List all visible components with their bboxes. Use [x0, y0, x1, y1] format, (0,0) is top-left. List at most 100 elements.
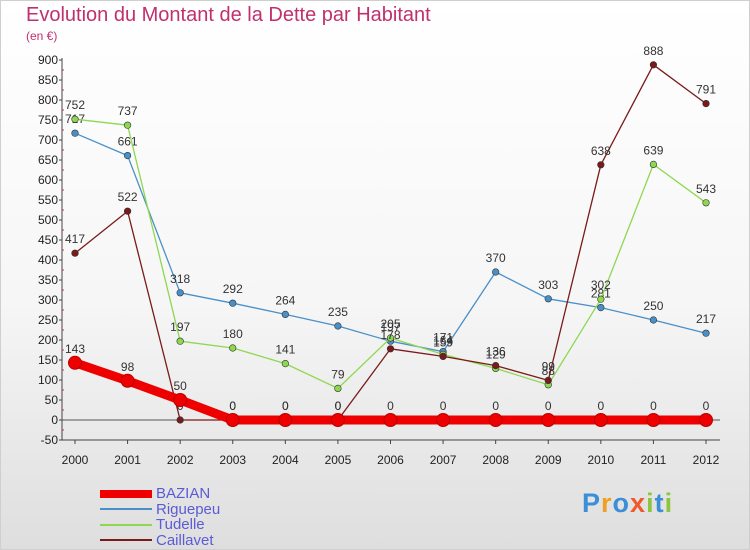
data-label-bazian: 0: [335, 399, 342, 413]
data-label-tudelle: 302: [591, 278, 611, 292]
y-tick-label: 550: [38, 193, 58, 207]
data-point-bazian: [68, 355, 82, 370]
data-label-tudelle: 164: [433, 333, 453, 347]
data-point-tudelle: [123, 121, 132, 129]
data-point-caillavet: [649, 61, 658, 69]
data-label-bazian: 0: [492, 399, 499, 413]
data-point-bazian: [330, 413, 345, 427]
y-tick-label: 650: [38, 153, 58, 167]
y-tick-label: 700: [38, 133, 58, 147]
data-label-bazian: 98: [121, 360, 135, 374]
data-point-bazian: [646, 413, 661, 427]
data-point-tudelle: [649, 160, 658, 168]
logo-letter: i: [646, 488, 655, 518]
data-label-tudelle: 639: [643, 143, 663, 157]
data-point-bazian: [488, 413, 503, 427]
data-label-tudelle: 737: [118, 104, 138, 118]
logo-letter: t: [654, 488, 665, 518]
legend-swatch: [100, 508, 152, 511]
data-label-tudelle: 79: [331, 367, 345, 381]
x-tick-label: 2007: [430, 453, 457, 467]
data-label-caillavet: 791: [696, 83, 716, 97]
legend-label: Caillavet: [156, 531, 214, 549]
logo-letter: P: [582, 488, 602, 518]
data-label-riguepeu: 217: [696, 312, 716, 326]
y-tick-label: -50: [41, 433, 59, 447]
data-label-tudelle: 129: [486, 347, 506, 361]
y-tick-label: 50: [45, 393, 59, 407]
legend-swatch: [100, 539, 152, 542]
data-label-caillavet: 99: [542, 359, 556, 373]
legend-item-riguepeu: Riguepeu: [100, 502, 220, 518]
proxiti-logo: Proxiti: [582, 488, 673, 519]
y-tick-label: 400: [38, 253, 58, 267]
data-point-riguepeu: [229, 299, 237, 307]
data-point-bazian: [541, 413, 556, 427]
data-label-tudelle: 141: [275, 343, 295, 357]
data-point-bazian: [436, 413, 451, 427]
data-label-caillavet: 0: [335, 399, 342, 413]
data-point-tudelle: [71, 115, 79, 123]
y-tick-label: 100: [38, 373, 58, 387]
data-point-riguepeu: [492, 268, 500, 276]
logo-letter: x: [630, 488, 647, 518]
data-label-caillavet: 0: [282, 399, 289, 413]
y-tick-label: 0: [51, 413, 58, 427]
data-label-tudelle: 543: [696, 182, 716, 196]
data-label-riguepeu: 171: [433, 331, 453, 345]
y-tick-label: 900: [38, 53, 58, 67]
data-label-riguepeu: 264: [275, 293, 295, 307]
data-label-bazian: 0: [229, 399, 236, 413]
data-point-riguepeu: [597, 304, 605, 312]
chart-title: Evolution du Montant de la Dette par Hab…: [26, 4, 431, 26]
data-point-riguepeu: [544, 295, 552, 303]
data-label-caillavet: 178: [380, 328, 400, 342]
data-point-riguepeu: [176, 289, 184, 297]
y-tick-label: 800: [38, 93, 58, 107]
data-point-bazian: [593, 413, 608, 427]
legend-swatch: [100, 523, 152, 526]
y-tick-label: 600: [38, 173, 58, 187]
logo-letter: r: [601, 488, 613, 518]
data-point-caillavet: [123, 207, 132, 215]
data-point-caillavet: [702, 99, 710, 108]
legend-item-caillavet: Caillavet: [100, 533, 220, 549]
data-point-bazian: [173, 393, 188, 407]
series-line-caillavet: [74, 64, 707, 421]
data-label-caillavet: 522: [118, 190, 138, 204]
data-label-caillavet: 159: [433, 335, 453, 349]
legend-label: Riguepeu: [156, 500, 221, 518]
data-label-bazian: 0: [597, 399, 604, 413]
data-label-tudelle: 205: [380, 317, 400, 331]
data-label-bazian: 0: [703, 399, 710, 413]
data-point-caillavet: [439, 352, 447, 361]
data-point-tudelle: [702, 199, 710, 207]
x-tick-label: 2004: [272, 453, 299, 467]
data-point-caillavet: [71, 249, 79, 257]
data-label-caillavet: 417: [65, 232, 85, 246]
data-label-bazian: 143: [65, 342, 85, 356]
data-point-bazian: [699, 413, 713, 427]
y-tick-label: 850: [38, 73, 58, 87]
x-tick-label: 2003: [219, 453, 246, 467]
x-tick-label: 2006: [377, 453, 404, 467]
x-tick-label: 2009: [535, 453, 562, 467]
data-label-riguepeu: 303: [538, 278, 558, 292]
data-point-caillavet: [386, 345, 395, 353]
data-label-riguepeu: 370: [486, 251, 506, 265]
data-point-bazian: [225, 413, 240, 427]
data-label-bazian: 0: [387, 399, 394, 413]
x-tick-label: 2002: [167, 453, 194, 467]
data-label-riguepeu: 318: [170, 272, 190, 286]
x-tick-label: 2012: [693, 453, 720, 467]
x-tick-label: 2001: [114, 453, 141, 467]
y-tick-label: 750: [38, 113, 58, 127]
x-tick-label: 2008: [482, 453, 509, 467]
legend-item-bazian: BAZIAN: [100, 486, 220, 502]
logo-letter: o: [612, 488, 631, 518]
data-point-caillavet: [544, 376, 552, 385]
data-point-riguepeu: [649, 316, 658, 324]
chart-subtitle: (en €): [26, 29, 58, 43]
